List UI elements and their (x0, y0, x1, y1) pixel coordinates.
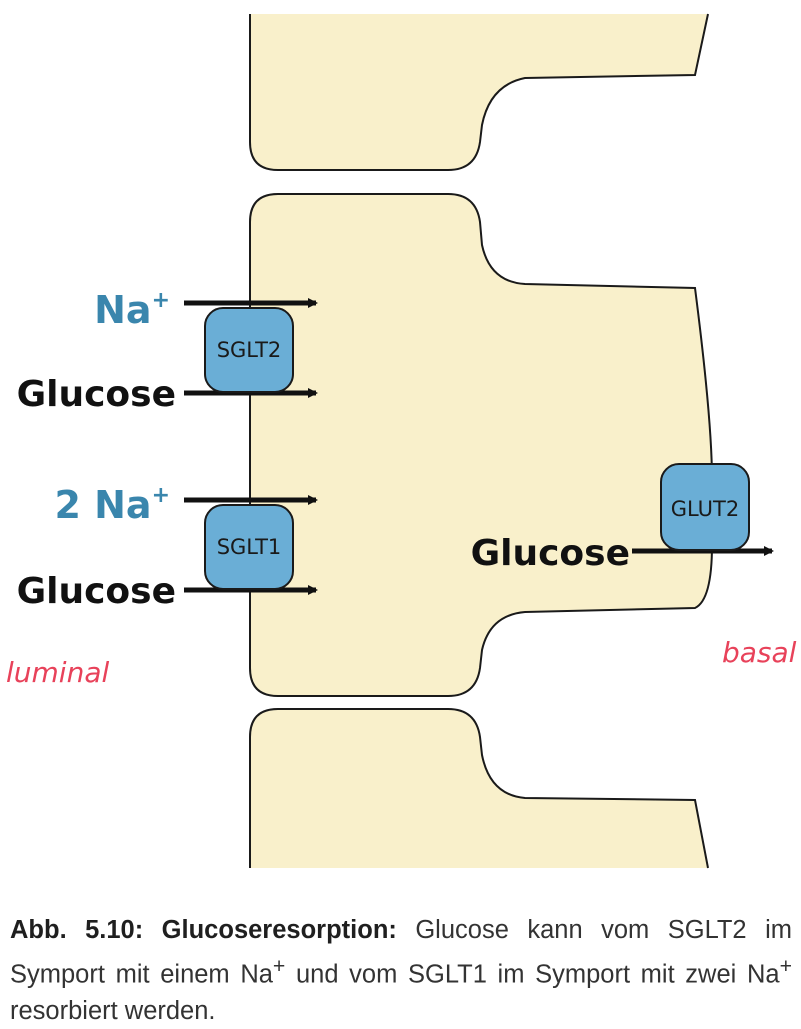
sglt2-group: SGLT2 Na+ Glucose (17, 288, 318, 415)
na-top-label: Na+ (94, 288, 170, 332)
bottom-cell (249, 708, 709, 869)
caption-sup-1: + (272, 954, 286, 978)
sglt2-transporter (204, 307, 294, 393)
sglt1-group: SGLT1 2 Na+ Glucose (17, 483, 318, 612)
glucose-label-bottom: Glucose (17, 571, 176, 612)
glut2-transporter (660, 463, 750, 551)
glucose-resorption-diagram: SGLT2 Na+ Glucose SGLT1 2 Na+ Glucose GL… (6, 13, 797, 869)
glut2-group: GLUT2 Glucose (471, 463, 774, 574)
basal-annotation: basal (722, 636, 797, 669)
sglt1-transporter (204, 504, 294, 590)
luminal-annotation: luminal (6, 656, 109, 689)
top-cell (249, 13, 709, 171)
caption-body-2: und vom SGLT1 im Symport mit zwei Na (285, 960, 780, 989)
caption-title: Abb. 5.10: Glucoseresorption: (10, 916, 397, 944)
caption-body-3: resorbiert werden. (10, 996, 216, 1025)
middle-cell (249, 193, 713, 697)
figure-caption: Abb. 5.10: Glucoseresorption: Glucose ka… (10, 912, 792, 1029)
caption-body-1: Glucose kann vom SGLT2 im Symport mit ei… (10, 916, 792, 989)
sglt2-label: SGLT2 (217, 338, 282, 362)
glut2-label: GLUT2 (671, 497, 740, 521)
glucose-label-right: Glucose (471, 533, 630, 574)
na-bottom-label: 2 Na+ (54, 483, 170, 527)
glucose-label-top: Glucose (17, 374, 176, 415)
sglt1-label: SGLT1 (217, 535, 282, 559)
caption-sup-2: + (779, 954, 792, 978)
